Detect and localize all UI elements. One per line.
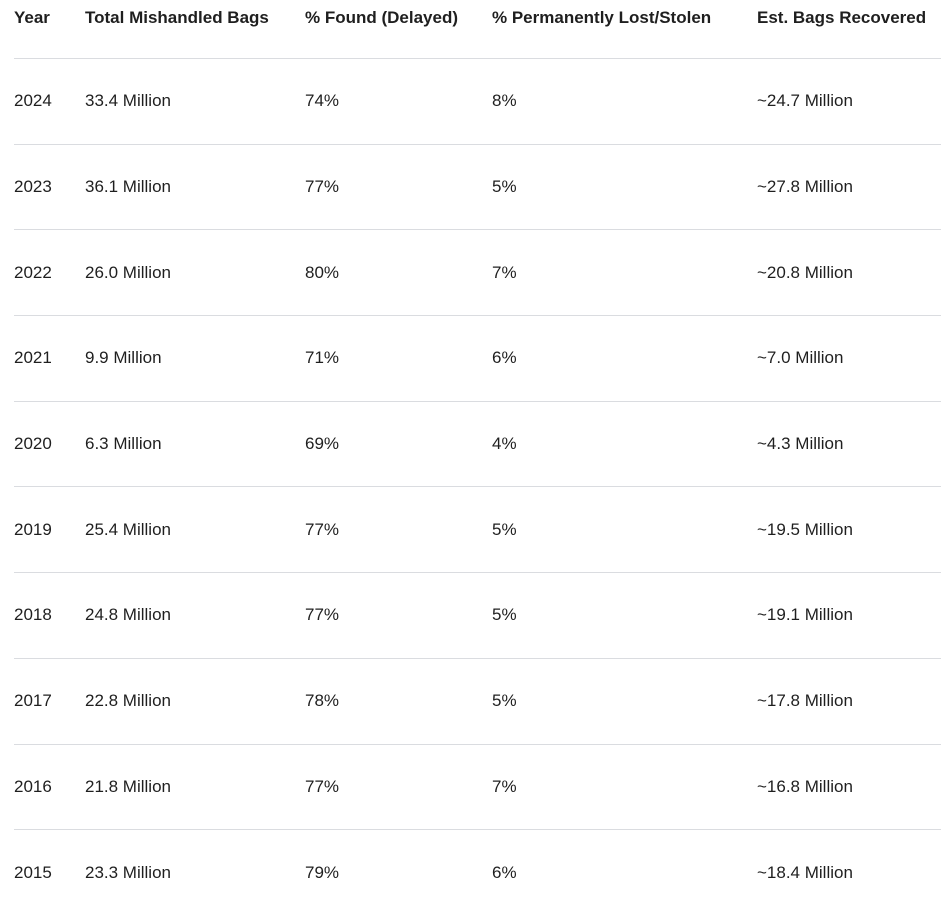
mishandled-bags-table: Year Total Mishandled Bags % Found (Dela… bbox=[14, 0, 941, 882]
pct-found-cell: 79% bbox=[305, 862, 340, 882]
total-mishandled-cell: 33.4 Million bbox=[85, 91, 171, 111]
pct-found-cell: 71% bbox=[305, 348, 340, 368]
table-row: 2018 24.8 Million 77% 5% ~19.1 Million bbox=[14, 572, 941, 658]
column-header-pct-lost: % Permanently Lost/Stolen bbox=[492, 8, 712, 27]
column-header-total-mishandled: Total Mishandled Bags bbox=[85, 8, 269, 27]
table-row: 2017 22.8 Million 78% 5% ~17.8 Million bbox=[14, 657, 941, 744]
year-cell: 2019 bbox=[14, 519, 52, 539]
est-recovered-cell: ~16.8 Million bbox=[757, 776, 853, 796]
pct-found-cell: 80% bbox=[305, 262, 340, 282]
pct-lost-cell: 8% bbox=[492, 91, 517, 111]
est-recovered-cell: ~24.7 Million bbox=[757, 91, 853, 111]
pct-found-cell: 77% bbox=[305, 605, 340, 625]
year-cell: 2024 bbox=[14, 91, 52, 111]
pct-found-cell: 78% bbox=[305, 691, 340, 711]
est-recovered-cell: ~18.4 Million bbox=[757, 862, 853, 882]
pct-lost-cell: 7% bbox=[492, 776, 517, 796]
pct-found-cell: 69% bbox=[305, 434, 340, 454]
year-cell: 2018 bbox=[14, 605, 52, 625]
est-recovered-cell: ~17.8 Million bbox=[757, 691, 853, 711]
total-mishandled-cell: 9.9 Million bbox=[85, 348, 162, 368]
pct-lost-cell: 5% bbox=[492, 691, 517, 711]
table-row: 2023 36.1 Million 77% 5% ~27.8 Million bbox=[14, 143, 941, 230]
column-header-year: Year bbox=[14, 8, 50, 27]
total-mishandled-cell: 6.3 Million bbox=[85, 434, 162, 454]
year-cell: 2023 bbox=[14, 177, 52, 197]
total-mishandled-cell: 36.1 Million bbox=[85, 177, 171, 197]
pct-lost-cell: 6% bbox=[492, 862, 517, 882]
pct-found-cell: 74% bbox=[305, 91, 340, 111]
table-row: 2019 25.4 Million 77% 5% ~19.5 Million bbox=[14, 486, 941, 572]
table-row: 2016 21.8 Million 77% 7% ~16.8 Million bbox=[14, 743, 941, 830]
year-cell: 2016 bbox=[14, 776, 52, 796]
total-mishandled-cell: 23.3 Million bbox=[85, 862, 171, 882]
table-header-row: Year Total Mishandled Bags % Found (Dela… bbox=[14, 0, 941, 58]
table-row: 2021 9.9 Million 71% 6% ~7.0 Million bbox=[14, 315, 941, 401]
total-mishandled-cell: 22.8 Million bbox=[85, 691, 171, 711]
year-cell: 2022 bbox=[14, 262, 52, 282]
pct-found-cell: 77% bbox=[305, 519, 340, 539]
column-header-est-recovered: Est. Bags Recovered bbox=[757, 8, 927, 27]
total-mishandled-cell: 24.8 Million bbox=[85, 605, 171, 625]
pct-lost-cell: 5% bbox=[492, 519, 517, 539]
est-recovered-cell: ~20.8 Million bbox=[757, 262, 853, 282]
table-row: 2024 33.4 Million 74% 8% ~24.7 Million bbox=[14, 58, 941, 144]
year-cell: 2020 bbox=[14, 434, 52, 454]
pct-lost-cell: 5% bbox=[492, 177, 517, 197]
table-row: 2020 6.3 Million 69% 4% ~4.3 Million bbox=[14, 400, 941, 487]
est-recovered-cell: ~7.0 Million bbox=[757, 348, 844, 368]
pct-lost-cell: 4% bbox=[492, 434, 517, 454]
total-mishandled-cell: 26.0 Million bbox=[85, 262, 171, 282]
column-header-pct-found: % Found (Delayed) bbox=[305, 8, 459, 27]
table-row: 2015 23.3 Million 79% 6% ~18.4 Million bbox=[14, 829, 941, 915]
total-mishandled-cell: 21.8 Million bbox=[85, 776, 171, 796]
est-recovered-cell: ~4.3 Million bbox=[757, 434, 844, 454]
year-cell: 2015 bbox=[14, 862, 52, 882]
pct-lost-cell: 6% bbox=[492, 348, 517, 368]
pct-lost-cell: 5% bbox=[492, 605, 517, 625]
pct-found-cell: 77% bbox=[305, 776, 340, 796]
est-recovered-cell: ~27.8 Million bbox=[757, 177, 853, 197]
total-mishandled-cell: 25.4 Million bbox=[85, 519, 171, 539]
pct-found-cell: 77% bbox=[305, 177, 340, 197]
pct-lost-cell: 7% bbox=[492, 262, 517, 282]
table-row: 2022 26.0 Million 80% 7% ~20.8 Million bbox=[14, 229, 941, 315]
year-cell: 2021 bbox=[14, 348, 52, 368]
year-cell: 2017 bbox=[14, 691, 52, 711]
est-recovered-cell: ~19.5 Million bbox=[757, 519, 853, 539]
est-recovered-cell: ~19.1 Million bbox=[757, 605, 853, 625]
